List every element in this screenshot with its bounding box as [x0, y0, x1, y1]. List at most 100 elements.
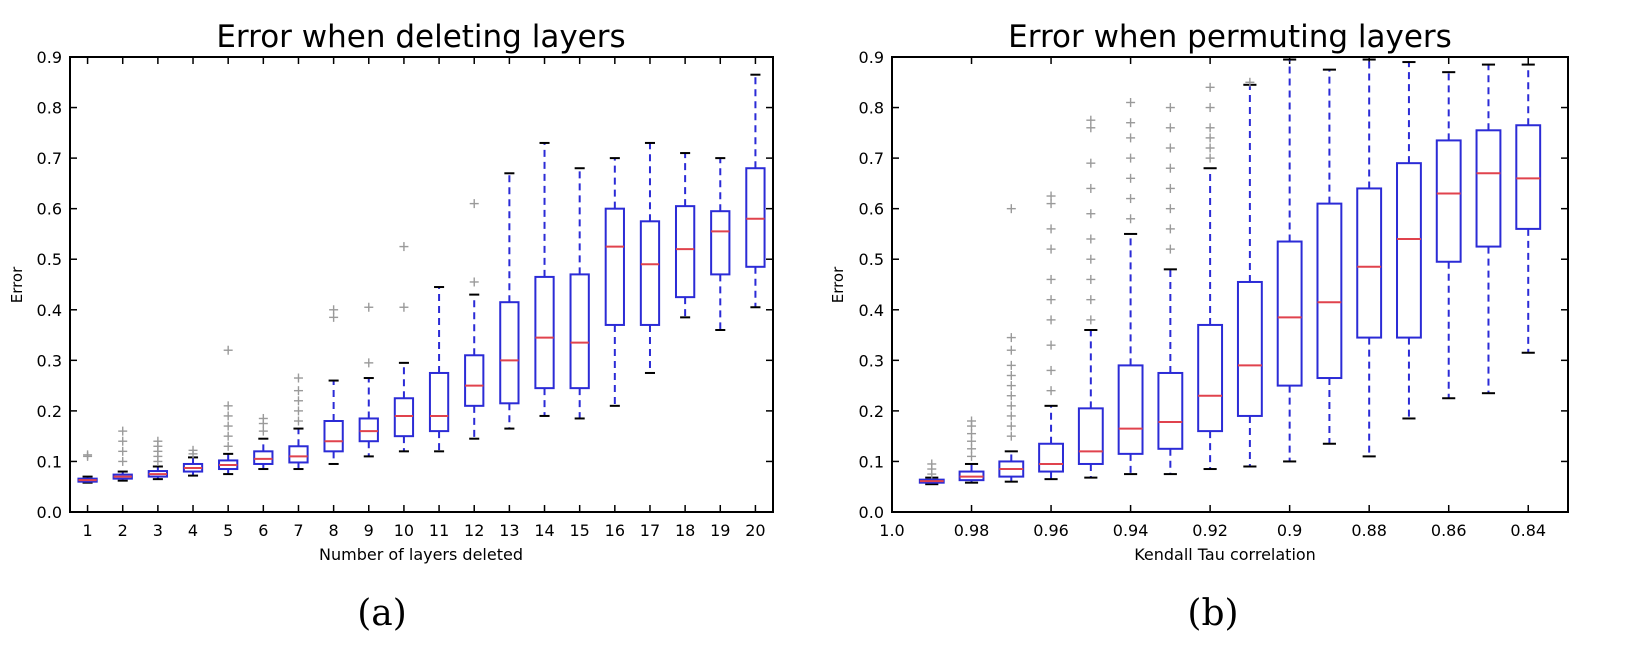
box-iqr	[393, 397, 415, 438]
flier-marker	[1046, 386, 1056, 396]
flier-marker	[469, 277, 479, 287]
flier-marker	[1086, 254, 1096, 264]
flier-marker	[967, 429, 977, 439]
flier-marker	[223, 441, 233, 451]
box-iqr	[1197, 323, 1224, 433]
y-tick-label-b: 0.9	[859, 48, 884, 67]
box-iqr	[1396, 162, 1422, 339]
flier-marker	[293, 373, 303, 383]
flier-marker	[1165, 244, 1175, 254]
x-tick-label-a: 10	[394, 521, 414, 540]
axes-frame-b	[891, 56, 1569, 513]
flier-marker	[153, 436, 163, 446]
box-iqr	[1356, 187, 1383, 339]
y-tick-label-b: 0.1	[859, 452, 884, 471]
flier-marker	[1086, 209, 1096, 219]
flier-marker	[188, 445, 198, 455]
flier-marker	[1046, 199, 1056, 209]
box-iqr	[639, 220, 661, 326]
x-tick-label-a: 13	[499, 521, 519, 540]
y-tick-label-a: 0.5	[37, 250, 62, 269]
flier-marker	[1006, 360, 1016, 370]
box-a-6	[253, 413, 274, 471]
flier-marker	[1006, 371, 1016, 380]
x-tick-label-a: 18	[675, 521, 695, 540]
flier-marker	[293, 406, 303, 416]
y-tick-label-b: 0.8	[859, 99, 884, 118]
flier-marker	[1006, 421, 1016, 431]
box-iqr	[1038, 442, 1064, 473]
flier-marker	[1126, 194, 1136, 204]
flier-marker	[1086, 115, 1096, 125]
box-a-15	[569, 167, 590, 420]
x-tick-label-a: 11	[429, 521, 449, 540]
flier-marker	[1046, 191, 1056, 201]
flier-marker	[83, 450, 93, 460]
flier-marker	[1165, 163, 1175, 173]
box-iqr	[358, 417, 379, 443]
x-tick-label-a: 7	[293, 521, 303, 540]
flier-marker	[1046, 274, 1056, 284]
flier-marker	[1086, 295, 1096, 305]
y-tick-label-a: 0.6	[37, 200, 62, 219]
flier-marker	[1245, 77, 1255, 87]
flier-marker	[1205, 123, 1215, 133]
flier-marker	[1006, 333, 1016, 343]
box-b-11	[1316, 68, 1343, 445]
box-iqr	[710, 210, 731, 276]
box-iqr	[534, 275, 555, 390]
flier-marker	[1126, 153, 1136, 163]
chart-panel-b: Error when permuting layers 0.0 0.1 0.2 0.3…	[829, 19, 1569, 634]
box-a-3	[147, 436, 169, 481]
flier-marker	[1165, 143, 1175, 153]
chart-title-a: Error when deleting layers	[216, 19, 625, 55]
box-a-9	[358, 302, 379, 458]
flier-marker	[967, 436, 977, 446]
box-iqr	[253, 450, 274, 465]
flier-marker	[1046, 340, 1056, 350]
flier-marker	[1205, 143, 1215, 153]
box-a-18	[674, 152, 696, 319]
box-a-10	[393, 242, 415, 453]
box-b-13	[1396, 61, 1422, 420]
box-iqr	[1236, 280, 1263, 417]
flier-marker	[1165, 103, 1175, 113]
flier-marker	[1046, 315, 1056, 325]
x-tick-label-b: 0.96	[1033, 521, 1069, 540]
box-iqr	[323, 420, 344, 453]
box-b-10	[1276, 58, 1303, 463]
flier-marker	[967, 444, 977, 454]
y-tick-label-a: 0.1	[37, 452, 62, 471]
box-a-7	[288, 373, 309, 471]
caption-a: (a)	[357, 593, 407, 634]
flier-marker	[1086, 234, 1096, 244]
box-b-16	[1515, 63, 1542, 354]
flier-marker	[329, 312, 339, 322]
flier-marker	[1006, 345, 1016, 355]
box-iqr	[1515, 124, 1542, 230]
box-iqr	[1276, 240, 1303, 387]
y-tick-label-a: 0.0	[37, 503, 62, 522]
x-tick-label-a: 5	[223, 521, 233, 540]
y-tick-label-b: 0.7	[859, 149, 884, 168]
flier-marker	[364, 302, 374, 312]
flier-marker	[1046, 295, 1056, 305]
box-a-4	[182, 445, 204, 477]
flier-marker	[469, 199, 479, 209]
box-b-8	[1197, 82, 1224, 471]
flier-marker	[927, 459, 937, 469]
flier-marker	[1126, 133, 1136, 143]
x-tick-label-b: 0.98	[954, 521, 990, 540]
box-iqr	[1316, 202, 1343, 380]
flier-marker	[1006, 381, 1016, 391]
box-a-17	[639, 141, 661, 374]
flier-marker	[1086, 274, 1096, 284]
box-a-16	[604, 157, 625, 407]
box-a-11	[428, 286, 450, 453]
box-b-15	[1475, 63, 1502, 395]
box-a-5	[218, 345, 239, 476]
flier-marker	[1205, 153, 1215, 163]
box-b-5	[1077, 115, 1104, 479]
y-tick-label-b: 0.2	[859, 402, 884, 421]
flier-marker	[293, 416, 303, 426]
